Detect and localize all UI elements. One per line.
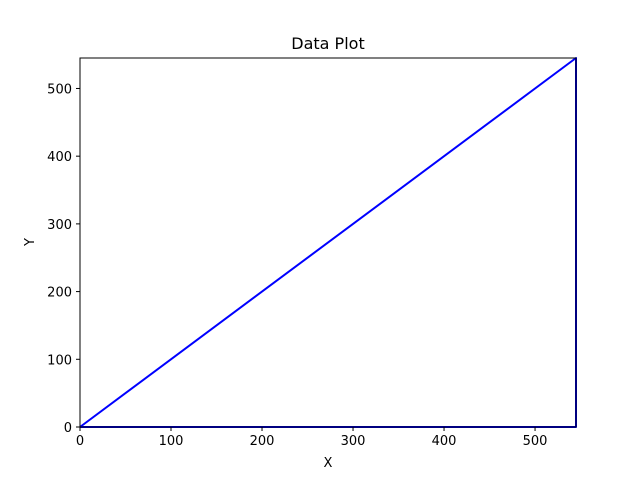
y-axis-label: Y bbox=[23, 238, 38, 247]
x-tick-label: 500 bbox=[523, 434, 548, 449]
chart-title: Data Plot bbox=[291, 34, 364, 53]
x-axis: 0 100 200 300 400 500 bbox=[76, 427, 548, 449]
y-tick-label: 400 bbox=[47, 150, 72, 165]
y-tick-label: 300 bbox=[47, 218, 72, 233]
y-tick-label: 500 bbox=[47, 82, 72, 97]
y-tick-label: 100 bbox=[47, 353, 72, 368]
series-line-0 bbox=[79, 57, 577, 428]
y-tick-label: 200 bbox=[47, 286, 72, 301]
x-tick-label: 400 bbox=[432, 434, 457, 449]
series-group bbox=[79, 57, 577, 428]
x-tick-label: 100 bbox=[159, 434, 184, 449]
x-tick-label: 300 bbox=[341, 434, 366, 449]
y-axis: 0 100 200 300 400 500 bbox=[47, 82, 80, 436]
plot-area-frame bbox=[79, 57, 577, 428]
x-axis-label: X bbox=[324, 456, 333, 471]
x-tick-label: 0 bbox=[76, 434, 84, 449]
y-tick-label: 0 bbox=[64, 421, 72, 436]
x-tick-label: 200 bbox=[250, 434, 275, 449]
